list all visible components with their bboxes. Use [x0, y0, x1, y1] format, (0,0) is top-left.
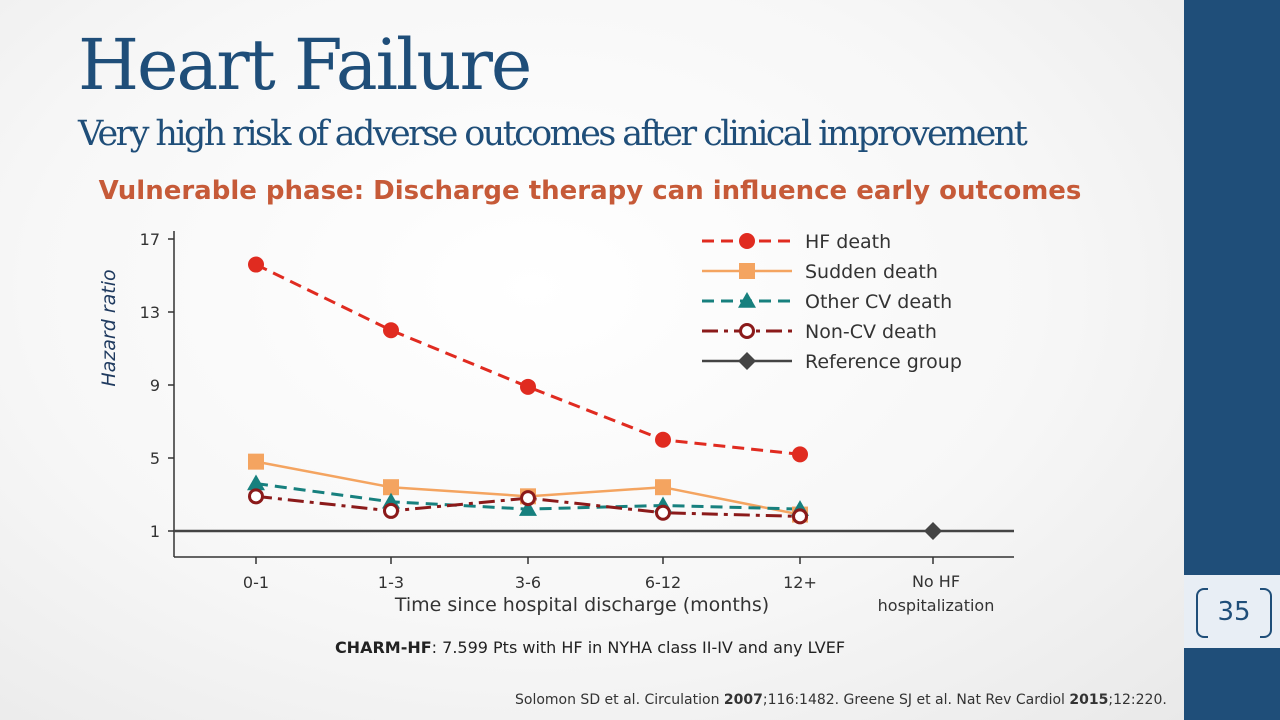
slide-subtitle: Very high risk of adverse outcomes after…	[78, 114, 1028, 154]
x-tick-label-0-1: 0-1	[243, 573, 269, 592]
study-name: CHARM-HF	[334, 638, 432, 657]
slide-title: Heart Failure	[78, 24, 532, 106]
point-hf-death-12	[792, 446, 808, 463]
x-tick-label-extra-0: No HF	[912, 572, 960, 591]
legend-marker-reference-group	[738, 352, 756, 370]
series-line-non-cv-death	[255, 494, 801, 518]
legend-label-hf-death: HF death	[805, 231, 891, 253]
x-tick-label-1-3: 1-3	[378, 573, 404, 592]
x-tick-label-6-12: 6-12	[645, 573, 681, 592]
point-non-cv-death-0-1	[248, 488, 264, 505]
page-number: 35	[1196, 588, 1272, 638]
x-axis-label: Time since hospital discharge (months)	[394, 594, 769, 616]
chart-headline: Vulnerable phase: Discharge therapy can …	[98, 176, 1082, 206]
point-other-cv-death-0-1	[247, 474, 265, 491]
page-number-text: 35	[1217, 597, 1251, 627]
legend-marker-sudden-death	[739, 263, 755, 279]
point-sudden-death-6-12	[655, 479, 671, 496]
citation-year-1: 2007	[723, 692, 763, 708]
point-non-cv-death-12	[792, 508, 808, 525]
y-tick-label-5: 5	[150, 449, 160, 468]
point-hf-death-0-1	[248, 256, 264, 273]
legend-marker-hf-death	[739, 233, 755, 249]
legend-label-non-cv-death: Non-CV death	[805, 321, 937, 343]
point-hf-death-6-12	[655, 431, 671, 448]
y-tick-label-17: 17	[140, 230, 160, 249]
chart-axes: 1 5 9 13 17 0-1 1-3 3-6 6-12 12+ No HF hospitalizat…	[98, 230, 1014, 616]
series-line-hf-death	[255, 263, 801, 456]
series-markers	[247, 256, 942, 540]
citation-part-3: ;12:220.	[1108, 692, 1167, 708]
y-axis-label: Hazard ratio	[98, 269, 120, 386]
x-tick-label-12: 12+	[783, 573, 817, 592]
citation-part-2: ;116:1482. Greene SJ et al. Nat Rev Card…	[762, 692, 1070, 708]
right-bracket-icon	[1260, 588, 1272, 638]
y-tick-label-9: 9	[150, 376, 160, 395]
legend-label-other-cv-death: Other CV death	[805, 291, 952, 313]
chart-legend: HF death Sudden death Other CV death Non-CV…	[702, 231, 962, 373]
point-reference-group	[924, 522, 942, 540]
point-hf-death-3-6	[520, 378, 536, 395]
legend-marker-other-cv-death	[738, 292, 756, 308]
point-other-cv-death-3-6	[519, 500, 537, 516]
y-tick-label-1: 1	[150, 522, 160, 541]
slide-background	[0, 0, 1184, 720]
point-non-cv-death-3-6	[520, 490, 536, 507]
point-sudden-death-1-3	[383, 479, 399, 496]
study-description: : 7.599 Pts with HF in NYHA class II-IV …	[431, 638, 846, 657]
x-tick-label-extra-1: hospitalization	[878, 596, 995, 615]
point-non-cv-death-1-3	[383, 502, 399, 519]
left-bracket-icon	[1196, 588, 1208, 638]
x-tick-label-3-6: 3-6	[515, 573, 541, 592]
citation-part-1: Solomon SD et al. Circulation	[515, 692, 724, 708]
point-sudden-death-0-1	[248, 453, 264, 470]
legend-label-sudden-death: Sudden death	[805, 261, 938, 283]
citation-year-2: 2015	[1069, 692, 1109, 708]
study-note: CHARM-HF: 7.599 Pts with HF in NYHA clas…	[0, 638, 1180, 657]
legend-label-reference-group: Reference group	[805, 351, 962, 373]
point-non-cv-death-6-12	[655, 504, 671, 521]
legend-marker-non-cv-death	[739, 323, 755, 339]
y-tick-label-13: 13	[140, 303, 160, 322]
hazard-ratio-chart: 1 5 9 13 17 0-1 1-3 3-6 6-12 12+ No HF hospitalizat…	[98, 230, 1014, 616]
citation: Solomon SD et al. Circulation 2007;116:1…	[515, 692, 1175, 708]
point-hf-death-1-3	[383, 322, 399, 339]
